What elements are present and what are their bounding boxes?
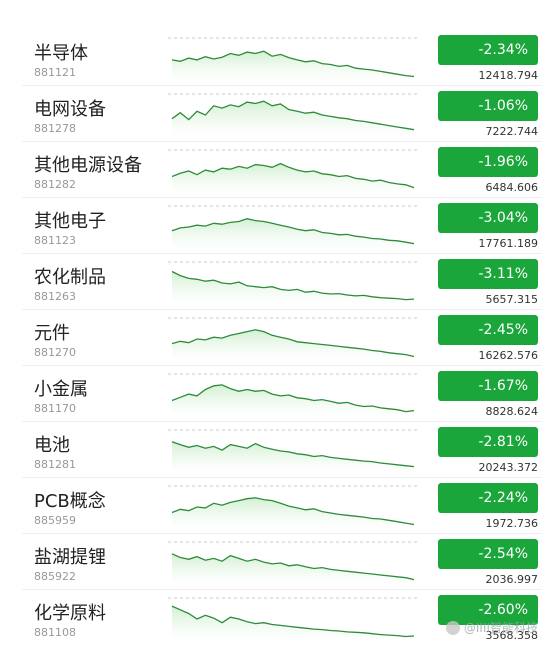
sector-row[interactable]: 小金属 881170 -1.67% 8828.624: [22, 365, 542, 421]
index-value: 17761.189: [478, 237, 539, 250]
sector-name: 其他电源设备: [34, 155, 142, 176]
sector-row[interactable]: 电池 881281 -2.81% 20243.372: [22, 421, 542, 477]
change-badge[interactable]: -2.60%: [438, 595, 538, 625]
sector-row[interactable]: 半导体 881121 -2.34% 12418.794: [22, 30, 542, 85]
sparkline-chart: [168, 205, 418, 252]
sector-code: 881123: [34, 234, 76, 247]
watermark: @IIII智能科技: [445, 619, 538, 636]
sparkline-line: [171, 100, 415, 131]
sector-code: 885959: [34, 514, 76, 527]
sector-row[interactable]: 盐湖提锂 885922 -2.54% 2036.997: [22, 533, 542, 589]
sector-code: 881278: [34, 122, 76, 135]
sector-name: 元件: [34, 323, 70, 344]
sector-name: 小金属: [34, 379, 88, 400]
sparkline-line: [171, 553, 415, 581]
sparkline-line: [171, 605, 415, 638]
sector-code: 881281: [34, 458, 76, 471]
sector-code: 885922: [34, 570, 76, 583]
sector-code: 881108: [34, 626, 76, 639]
weibo-icon: [445, 620, 460, 635]
change-badge[interactable]: -2.24%: [438, 483, 538, 513]
index-value: 6484.606: [485, 181, 539, 194]
sparkline-chart: [168, 261, 418, 308]
sparkline-chart: [168, 149, 418, 196]
sector-code: 881282: [34, 178, 76, 191]
index-value: 20243.372: [478, 461, 539, 474]
sector-row[interactable]: PCB概念 885959 -2.24% 1972.736: [22, 477, 542, 533]
sector-row[interactable]: 其他电源设备 881282 -1.96% 6484.606: [22, 141, 542, 197]
sparkline-chart: [168, 93, 418, 140]
index-value: 8828.624: [485, 405, 539, 418]
sparkline-line: [171, 384, 415, 413]
sector-row[interactable]: 元件 881270 -2.45% 16262.576: [22, 309, 542, 365]
sparkline-line: [171, 441, 415, 468]
sector-name: 半导体: [34, 43, 88, 64]
sector-name: 电池: [34, 435, 70, 456]
sparkline-area: [172, 384, 414, 420]
sector-row[interactable]: 其他电子 881123 -3.04% 17761.189: [22, 197, 542, 253]
index-value: 3568.358: [485, 629, 539, 642]
sparkline-chart: [168, 597, 418, 644]
sparkline-chart: [168, 317, 418, 364]
sparkline-chart: [168, 541, 418, 588]
change-badge[interactable]: -1.67%: [438, 371, 538, 401]
sparkline-chart: [168, 485, 418, 532]
sparkline-line: [171, 329, 415, 358]
sector-list: 半导体 881121 -2.34% 12418.794 电网设备 881278 …: [22, 30, 542, 645]
sparkline-line: [171, 162, 415, 189]
sector-name: 农化制品: [34, 267, 106, 288]
change-badge[interactable]: -1.96%: [438, 147, 538, 177]
sector-code: 881170: [34, 402, 76, 415]
sparkline-line: [171, 497, 415, 526]
sparkline-area: [172, 218, 414, 252]
change-badge[interactable]: -2.45%: [438, 315, 538, 345]
change-badge[interactable]: -1.06%: [438, 91, 538, 121]
index-value: 12418.794: [478, 69, 539, 82]
sparkline-chart: [168, 37, 418, 84]
change-badge[interactable]: -3.04%: [438, 203, 538, 233]
sector-name: 电网设备: [34, 99, 106, 120]
sparkline-line: [171, 218, 415, 245]
sparkline-chart: [168, 373, 418, 420]
sector-name: 其他电子: [34, 211, 106, 232]
sparkline-line: [171, 50, 415, 78]
sector-code: 881270: [34, 346, 76, 359]
change-badge[interactable]: -2.81%: [438, 427, 538, 457]
index-value: 2036.997: [485, 573, 539, 586]
change-badge[interactable]: -3.11%: [438, 259, 538, 289]
sector-name: PCB概念: [34, 491, 106, 512]
sparkline-area: [172, 101, 414, 140]
sparkline-line: [171, 270, 415, 301]
sector-row[interactable]: 化学原料 881108 -2.60% 3568.358: [22, 589, 542, 645]
change-badge[interactable]: -2.34%: [438, 35, 538, 65]
index-value: 1972.736: [485, 517, 539, 530]
watermark-text: @IIII智能科技: [463, 621, 538, 635]
sparkline-area: [172, 163, 414, 196]
sparkline-chart: [168, 429, 418, 476]
index-value: 16262.576: [478, 349, 539, 362]
sparkline-area: [172, 553, 414, 588]
sector-row[interactable]: 农化制品 881263 -3.11% 5657.315: [22, 253, 542, 309]
sector-code: 881263: [34, 290, 76, 303]
sparkline-area: [172, 606, 414, 644]
change-badge[interactable]: -2.54%: [438, 539, 538, 569]
sparkline-area: [172, 271, 414, 308]
sparkline-area: [172, 441, 414, 476]
sector-code: 881121: [34, 66, 76, 79]
sector-name: 盐湖提锂: [34, 547, 106, 568]
sparkline-area: [172, 497, 414, 532]
sparkline-area: [172, 51, 414, 84]
sparkline-area: [172, 329, 414, 364]
index-value: 5657.315: [485, 293, 539, 306]
sector-row[interactable]: 电网设备 881278 -1.06% 7222.744: [22, 85, 542, 141]
sector-name: 化学原料: [34, 603, 106, 624]
index-value: 7222.744: [485, 125, 539, 138]
